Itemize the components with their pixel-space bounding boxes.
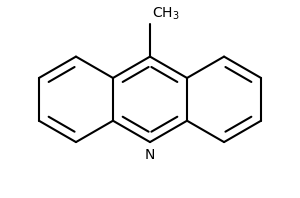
Text: CH$_3$: CH$_3$ bbox=[152, 5, 179, 22]
Text: N: N bbox=[145, 148, 155, 162]
